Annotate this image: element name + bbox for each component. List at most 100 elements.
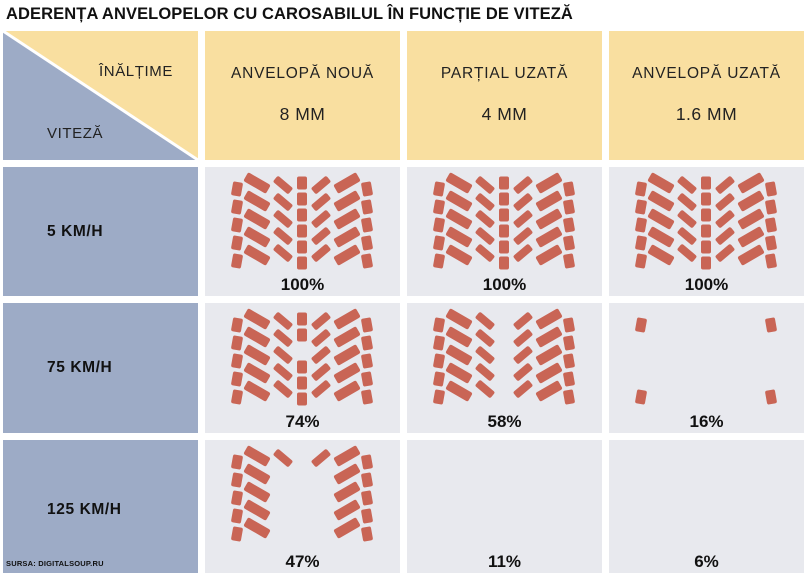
tread-block bbox=[297, 192, 307, 206]
tread-block bbox=[433, 389, 445, 405]
tread-cell: 100% bbox=[205, 167, 400, 296]
tread-block bbox=[231, 253, 243, 269]
tread-block bbox=[333, 244, 361, 266]
tread-block bbox=[273, 176, 293, 194]
tread-block bbox=[311, 380, 331, 398]
grip-percent: 47% bbox=[285, 552, 320, 571]
tread-contact-patch bbox=[433, 172, 575, 270]
tread-block bbox=[563, 317, 575, 333]
tread-block bbox=[563, 253, 575, 269]
tread-block bbox=[563, 335, 575, 351]
tread-block bbox=[635, 181, 647, 197]
tread-block bbox=[231, 490, 243, 506]
row-header-75kmh: 75 KM/H bbox=[3, 303, 198, 433]
tread-block bbox=[333, 517, 361, 539]
tread-block bbox=[433, 317, 445, 333]
tread-block bbox=[677, 210, 697, 228]
tread-block bbox=[475, 346, 495, 364]
tread-block bbox=[499, 256, 509, 270]
grip-percent: 100% bbox=[482, 275, 527, 294]
tread-block bbox=[535, 244, 563, 266]
tread-block bbox=[535, 362, 563, 384]
tread-block bbox=[231, 199, 243, 215]
tread-block bbox=[475, 176, 495, 194]
tread-block bbox=[701, 256, 711, 270]
speed-label: 5 KM/H bbox=[47, 223, 104, 240]
tread-block bbox=[513, 193, 533, 211]
tread-block bbox=[715, 210, 735, 228]
tread-block bbox=[273, 329, 293, 347]
tread-block bbox=[361, 454, 373, 470]
tread-block bbox=[273, 193, 293, 211]
tread-block bbox=[243, 344, 271, 366]
tread-block bbox=[677, 227, 697, 245]
tread-block bbox=[333, 481, 361, 503]
tread-block bbox=[243, 308, 271, 330]
tread-block bbox=[433, 181, 445, 197]
source-credit: SURSA: DIGITALSOUP.RU bbox=[6, 559, 104, 568]
tread-block bbox=[499, 240, 509, 254]
tread-block bbox=[311, 210, 331, 228]
tread-block bbox=[243, 326, 271, 348]
tread-block bbox=[243, 499, 271, 521]
tread-block bbox=[635, 253, 647, 269]
tread-block bbox=[273, 380, 293, 398]
tread-block bbox=[333, 172, 361, 194]
tread-block bbox=[333, 463, 361, 485]
tread-block bbox=[513, 363, 533, 381]
tread-block bbox=[333, 445, 361, 467]
tread-block bbox=[535, 190, 563, 212]
tread-block bbox=[445, 226, 473, 248]
tread-block bbox=[231, 317, 243, 333]
tread-block bbox=[273, 346, 293, 364]
tread-block bbox=[513, 329, 533, 347]
tread-block bbox=[333, 362, 361, 384]
tread-block bbox=[513, 244, 533, 262]
tread-block bbox=[243, 190, 271, 212]
tread-block bbox=[231, 526, 243, 542]
tread-block bbox=[361, 353, 373, 369]
tread-block bbox=[513, 312, 533, 330]
tread-block bbox=[311, 312, 331, 330]
tread-block bbox=[433, 335, 445, 351]
tread-block bbox=[333, 226, 361, 248]
tread-block bbox=[737, 190, 765, 212]
tread-block bbox=[361, 490, 373, 506]
tread-block bbox=[535, 380, 563, 402]
tread-block bbox=[273, 449, 293, 467]
tread-block bbox=[445, 190, 473, 212]
corner-top-label: ÎNĂLȚIME bbox=[99, 63, 173, 80]
tread-block bbox=[475, 380, 495, 398]
tread-block bbox=[737, 244, 765, 266]
corner-bottom-label: VITEZĂ bbox=[47, 125, 104, 142]
grip-percent: 74% bbox=[285, 412, 320, 431]
tread-contact-patch bbox=[231, 172, 373, 270]
tread-block bbox=[311, 193, 331, 211]
tread-block bbox=[475, 227, 495, 245]
tread-block bbox=[647, 244, 675, 266]
tread-block bbox=[361, 199, 373, 215]
tread-block bbox=[715, 193, 735, 211]
tread-block bbox=[701, 192, 711, 206]
tread-block bbox=[765, 181, 777, 197]
tread-block bbox=[475, 312, 495, 330]
tread-block bbox=[737, 226, 765, 248]
tread-block bbox=[535, 208, 563, 230]
tread-block bbox=[715, 227, 735, 245]
column-name: PARȚIAL UZATĂ bbox=[440, 65, 569, 82]
tread-block bbox=[475, 363, 495, 381]
tread-block bbox=[231, 181, 243, 197]
tread-block bbox=[243, 172, 271, 194]
tread-block bbox=[737, 208, 765, 230]
corner-cell: ÎNĂLȚIME VITEZĂ bbox=[3, 31, 198, 160]
tread-block bbox=[765, 235, 777, 251]
tread-block bbox=[311, 346, 331, 364]
tread-block bbox=[231, 235, 243, 251]
tread-block bbox=[297, 328, 307, 342]
tread-block bbox=[677, 244, 697, 262]
tread-block bbox=[499, 176, 509, 190]
tread-block bbox=[273, 244, 293, 262]
tread-contact-patch bbox=[433, 308, 575, 405]
tread-block bbox=[231, 454, 243, 470]
tread-block bbox=[361, 335, 373, 351]
